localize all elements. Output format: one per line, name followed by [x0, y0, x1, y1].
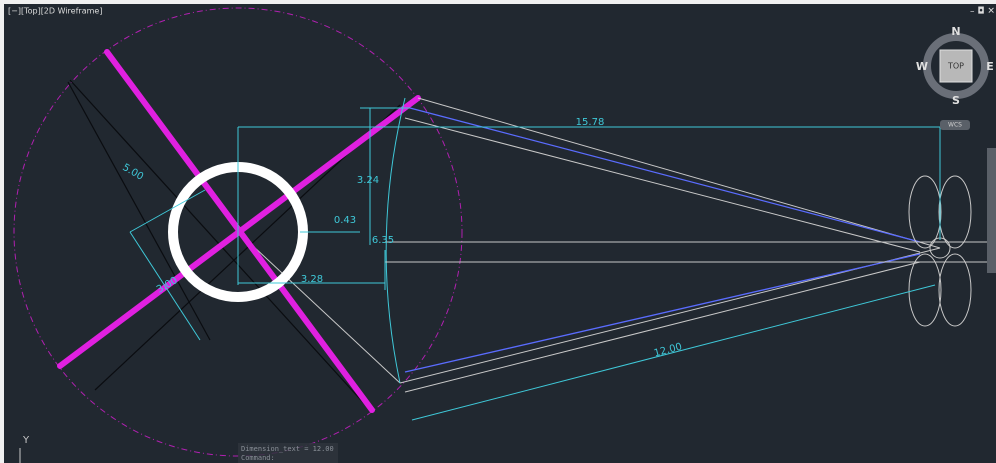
navigation-bar[interactable] — [987, 148, 996, 273]
command-prompt[interactable]: Command: — [241, 454, 275, 462]
ucs-axis-label: Y — [22, 435, 30, 446]
command-panel — [238, 443, 338, 463]
dimension-text[interactable]: 3.28 — [301, 274, 323, 285]
arm — [57, 95, 421, 369]
rod — [404, 117, 921, 253]
rod — [409, 107, 921, 243]
viewcube[interactable]: TOP N S W E WCS — [916, 25, 994, 130]
ucs-icon: Y — [19, 435, 30, 463]
dimension-lines — [129, 107, 941, 421]
compass-west[interactable]: W — [916, 60, 928, 73]
compass-south[interactable]: S — [952, 94, 960, 107]
ucs-menu[interactable]: WCS — [948, 122, 962, 129]
viewport-label[interactable]: [−][Top][2D Wireframe] — [8, 7, 102, 16]
coupler — [908, 175, 972, 327]
arc — [385, 97, 406, 384]
dimension-text[interactable]: 15.78 — [576, 117, 605, 128]
link-line — [237, 231, 401, 384]
dimension-text[interactable]: 3.24 — [357, 175, 379, 186]
compass-north[interactable]: N — [951, 25, 960, 38]
command-history: Dimension_text = 12.00 — [241, 445, 334, 453]
construction-line — [67, 81, 211, 341]
drawing — [13, 7, 996, 457]
rod — [417, 97, 941, 249]
rod — [404, 261, 921, 393]
dimension-text[interactable]: 0.43 — [334, 215, 356, 226]
rod — [404, 253, 921, 373]
dimension-text[interactable]: 6.35 — [372, 235, 394, 246]
window-controls[interactable]: – ◘ ✕ — [970, 7, 995, 17]
viewcube-face[interactable]: TOP — [947, 62, 964, 71]
compass-east[interactable]: E — [986, 60, 994, 73]
